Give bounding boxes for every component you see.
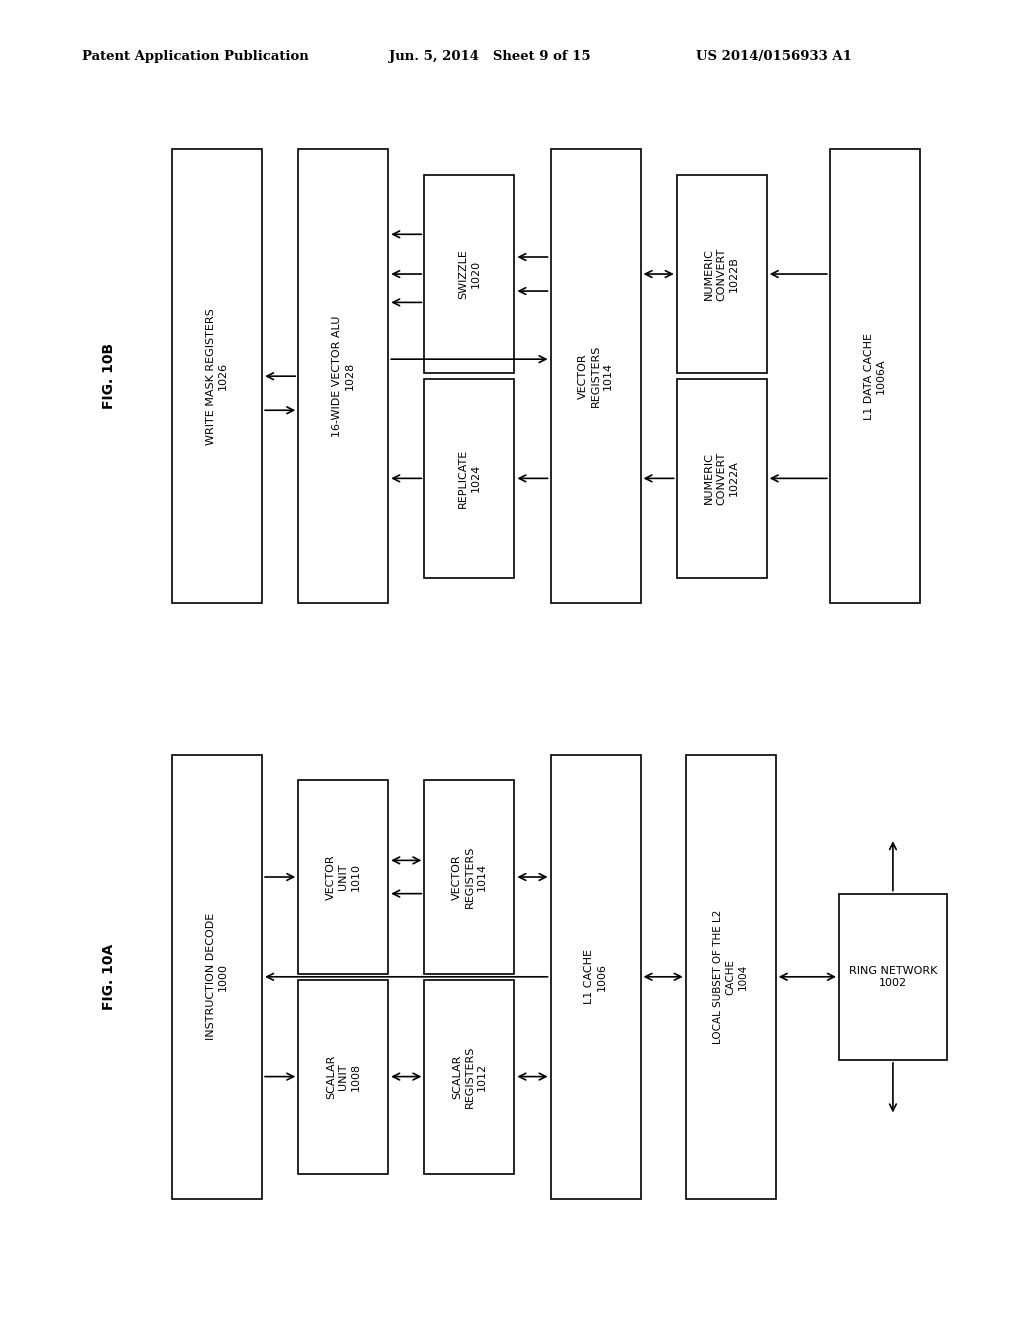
Bar: [686, 755, 776, 1199]
Text: NUMERIC
CONVERT
1022A: NUMERIC CONVERT 1022A: [705, 451, 739, 506]
Bar: [551, 755, 641, 1199]
Text: SCALAR
UNIT
1008: SCALAR UNIT 1008: [326, 1055, 360, 1098]
Text: SCALAR
REGISTERS
1012: SCALAR REGISTERS 1012: [452, 1045, 486, 1107]
Text: RING NETWORK
1002: RING NETWORK 1002: [849, 966, 937, 987]
Text: 16-WIDE VECTOR ALU
1028: 16-WIDE VECTOR ALU 1028: [332, 315, 354, 437]
Text: SWIZZLE
1020: SWIZZLE 1020: [458, 249, 480, 298]
Bar: [829, 149, 920, 603]
Text: WRITE MASK REGISTERS
1026: WRITE MASK REGISTERS 1026: [206, 308, 228, 445]
Text: FIG. 10A: FIG. 10A: [102, 944, 116, 1010]
Text: Jun. 5, 2014   Sheet 9 of 15: Jun. 5, 2014 Sheet 9 of 15: [389, 50, 591, 63]
Text: VECTOR
REGISTERS
1014: VECTOR REGISTERS 1014: [452, 846, 486, 908]
Bar: [424, 979, 514, 1173]
Bar: [172, 755, 262, 1199]
Text: L1 DATA CACHE
1006A: L1 DATA CACHE 1006A: [863, 333, 886, 420]
Bar: [677, 379, 767, 578]
Bar: [677, 174, 767, 374]
Bar: [839, 894, 947, 1060]
Bar: [424, 174, 514, 374]
Text: LOCAL SUBSET OF THE L2
CACHE
1004: LOCAL SUBSET OF THE L2 CACHE 1004: [714, 909, 749, 1044]
Bar: [298, 780, 388, 974]
Bar: [172, 149, 262, 603]
Bar: [551, 149, 641, 603]
Bar: [424, 379, 514, 578]
Bar: [424, 780, 514, 974]
Text: REPLICATE
1024: REPLICATE 1024: [458, 449, 480, 508]
Text: Patent Application Publication: Patent Application Publication: [82, 50, 308, 63]
Text: VECTOR
REGISTERS
1014: VECTOR REGISTERS 1014: [579, 345, 613, 408]
Text: FIG. 10B: FIG. 10B: [102, 343, 116, 409]
Bar: [298, 149, 388, 603]
Bar: [298, 979, 388, 1173]
Text: VECTOR
UNIT
1010: VECTOR UNIT 1010: [326, 854, 360, 900]
Text: US 2014/0156933 A1: US 2014/0156933 A1: [696, 50, 852, 63]
Text: L1 CACHE
1006: L1 CACHE 1006: [585, 949, 607, 1005]
Text: INSTRUCTION DECODE
1000: INSTRUCTION DECODE 1000: [206, 913, 228, 1040]
Text: NUMERIC
CONVERT
1022B: NUMERIC CONVERT 1022B: [705, 247, 739, 301]
